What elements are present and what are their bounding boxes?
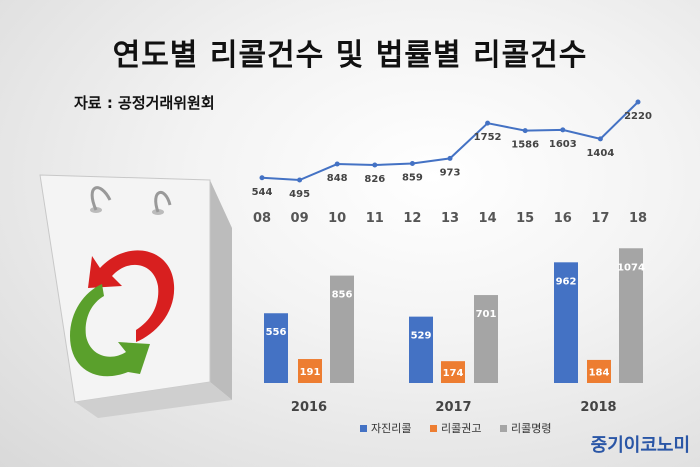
bar-data-label: 1074 — [617, 262, 645, 273]
legend-label-1: 리콜권고 — [441, 422, 481, 435]
line-data-label: 859 — [402, 173, 423, 184]
line-point — [297, 177, 303, 183]
line-x-tick: 13 — [441, 211, 459, 226]
line-point — [372, 162, 378, 168]
chart-title: 연도별 리콜건수 및 법률별 리콜건수 — [112, 38, 588, 73]
bar — [441, 361, 465, 383]
line-point — [409, 161, 415, 167]
bar-x-tick: 2016 — [291, 400, 327, 415]
bar — [554, 262, 578, 383]
line-x-tick: 18 — [629, 211, 647, 226]
legend-swatch-2 — [500, 425, 507, 432]
shopping-bag-illustration — [39, 174, 232, 418]
line-data-label: 2220 — [624, 111, 652, 122]
bar-x-tick: 2017 — [435, 400, 471, 415]
legend-label-2: 리콜명령 — [511, 422, 551, 435]
line-point — [635, 99, 641, 105]
line-point — [334, 161, 340, 167]
legend: 자진리콜 리콜권고 리콜명령 — [360, 422, 551, 435]
line-data-label: 1404 — [586, 148, 614, 159]
line-data-label: 1586 — [511, 140, 539, 151]
source-note: 자료 : 공정거래위원회 — [74, 94, 215, 112]
bar-data-label: 701 — [476, 309, 497, 320]
bar — [409, 316, 433, 383]
line-data-label: 544 — [252, 187, 273, 198]
bar-data-label: 184 — [589, 367, 610, 378]
line-x-tick: 11 — [366, 211, 384, 226]
bar-data-label: 191 — [300, 367, 321, 378]
bar — [587, 359, 611, 383]
line-point — [259, 175, 265, 181]
bar-data-label: 556 — [266, 327, 287, 338]
line-point — [522, 128, 528, 134]
legend-label-0: 자진리콜 — [371, 422, 411, 435]
line-data-label: 826 — [364, 174, 385, 185]
bar-chart: 556 191 856 529 174 701 962 184 1074 2016 2017 201… — [264, 248, 645, 415]
bar — [298, 359, 322, 383]
line-data-label: 973 — [440, 167, 461, 178]
bar — [619, 248, 643, 383]
line-point — [485, 120, 491, 126]
bar-data-label: 174 — [443, 368, 464, 379]
line-x-tick: 14 — [479, 211, 497, 226]
bar-data-label: 529 — [411, 331, 432, 342]
line-point — [597, 136, 603, 142]
bar-data-label: 962 — [556, 276, 577, 287]
line-x-tick: 15 — [516, 211, 534, 226]
line-data-label: 848 — [327, 173, 348, 184]
bar-data-label: 856 — [332, 290, 353, 301]
bar — [264, 313, 288, 383]
line-x-tick: 16 — [554, 211, 572, 226]
line-x-tick: 17 — [591, 211, 609, 226]
line-chart: 544 495 848 826 859 973 1752 1586 1603 1404 2220 0… — [252, 99, 652, 226]
line-point — [560, 127, 566, 133]
line-data-label: 1603 — [549, 139, 577, 150]
line-data-label: 1752 — [474, 132, 502, 143]
line-x-tick: 09 — [291, 211, 309, 226]
line-point — [447, 155, 453, 161]
legend-swatch-1 — [430, 425, 437, 432]
line-data-label: 495 — [289, 189, 310, 200]
line-x-tick: 12 — [403, 211, 421, 226]
line-x-tick: 10 — [328, 211, 346, 226]
line-x-tick: 08 — [253, 211, 271, 226]
bar — [330, 275, 354, 383]
legend-swatch-0 — [360, 425, 367, 432]
bar-x-tick: 2018 — [580, 400, 616, 415]
publisher-logo: 중기이코노미 — [590, 435, 690, 456]
bar — [474, 295, 498, 383]
